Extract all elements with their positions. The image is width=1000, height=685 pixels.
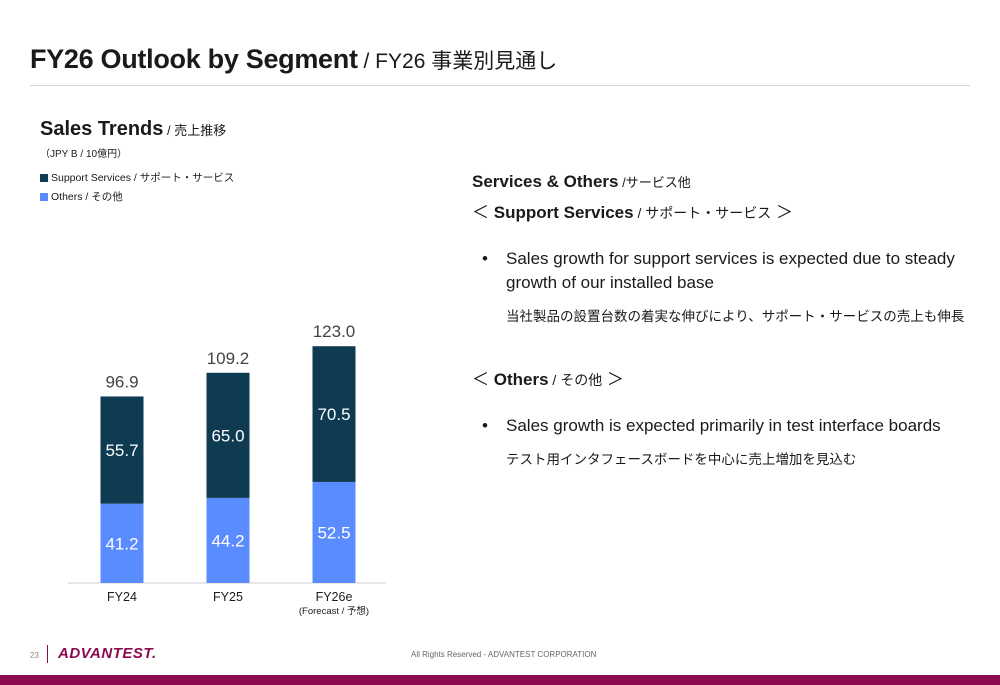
support-bullet-jp: 当社製品の設置台数の着実な伸びにより、サポート・サービスの売上も伸長 — [506, 309, 965, 324]
data-label-others-fy24: 41.2 — [105, 534, 138, 553]
others-heading: ＜ Others / その他 ＞ — [472, 365, 972, 390]
sales-trend-chart: 41.2 55.7 96.9 FY24 44.2 65.0 109.2 FY25 52.5 70.… — [68, 322, 386, 617]
x-tick-note-fy26e: (Forecast / 予想) — [299, 605, 369, 617]
others-title-en: Others — [493, 370, 549, 389]
others-bullet-jp: テスト用インタフェースボードを中心に売上増加を見込む — [506, 452, 857, 467]
legend-label-support: Support Services / サポート・サービス — [51, 172, 235, 184]
bullet-mark: • — [482, 249, 488, 268]
chart-legend: Support Services / サポート・サービス Others / その… — [40, 168, 234, 206]
bar-others-fy25 — [206, 497, 250, 583]
bar-others-fy24 — [100, 503, 144, 583]
services-heading: Services & Others /サービス他 — [472, 172, 972, 192]
legend-item-support: Support Services / サポート・サービス — [40, 168, 234, 187]
legend-item-others: Others / その他 — [40, 187, 234, 206]
total-label-fy26e: 123.0 — [313, 322, 356, 341]
page-title-jp: / FY26 事業別見通し — [357, 50, 558, 73]
x-tick-label-fy24: FY24 — [107, 590, 137, 604]
data-label-others-fy25: 44.2 — [211, 531, 244, 550]
support-services-title-jp: / サポート・サービス — [633, 205, 772, 221]
services-panel: Services & Others /サービス他 ＜ Support Servi… — [472, 172, 972, 468]
page-title: FY26 Outlook by Segment / FY26 事業別見通し — [30, 44, 557, 75]
data-label-others-fy26e: 52.5 — [317, 523, 350, 542]
bar-others-fy26e — [312, 481, 356, 583]
data-label-support-fy26e: 70.5 — [317, 405, 350, 424]
others-bullet-en: Sales growth is expected primarily in te… — [506, 416, 941, 435]
total-label-fy24: 96.9 — [105, 372, 138, 391]
legend-label-others: Others / その他 — [51, 191, 123, 203]
data-label-support-fy25: 65.0 — [211, 426, 244, 445]
bracket-close: ＞ — [602, 370, 624, 389]
page-title-en: FY26 Outlook by Segment — [30, 44, 358, 74]
services-heading-en: Services & Others — [472, 172, 619, 191]
x-tick-label-fy26e: FY26e — [316, 590, 353, 604]
support-services-heading: ＜ Support Services / サポート・サービス ＞ — [472, 198, 972, 223]
footer-divider — [47, 645, 48, 663]
copyright-text: All Rights Reserved - ADVANTEST CORPORAT… — [411, 650, 597, 659]
title-divider — [30, 85, 970, 86]
bar-support-fy24 — [100, 396, 144, 504]
advantest-logo: ADVANTEST. — [58, 645, 157, 662]
total-label-fy25: 109.2 — [207, 349, 250, 368]
chart-title-jp: / 売上推移 — [163, 123, 227, 138]
bracket-close: ＞ — [771, 203, 793, 222]
chart-title-en: Sales Trends — [40, 118, 164, 140]
bracket-open: ＜ — [472, 203, 494, 222]
bracket-open: ＜ — [472, 370, 494, 389]
bottom-brand-bar — [0, 675, 1000, 685]
others-title-jp: / その他 — [548, 372, 603, 388]
chart-title: Sales Trends / 売上推移 — [40, 118, 226, 141]
data-label-support-fy24: 55.7 — [105, 441, 138, 460]
bar-support-fy25 — [206, 372, 250, 498]
page-number: 23 — [30, 651, 39, 660]
support-services-title-en: Support Services — [493, 203, 634, 222]
others-bullet: • Sales growth is expected primarily in … — [482, 414, 972, 438]
support-bullet-en: Sales growth for support services is exp… — [506, 249, 955, 292]
legend-swatch-support — [40, 173, 48, 182]
services-heading-jp: /サービス他 — [618, 175, 691, 190]
legend-swatch-others — [40, 192, 48, 201]
support-bullet: • Sales growth for support services is e… — [482, 247, 972, 295]
chart-unit: （JPY B / 10億円） — [40, 149, 128, 160]
bullet-mark: • — [482, 416, 488, 435]
bar-support-fy26e — [312, 346, 356, 482]
x-tick-label-fy25: FY25 — [213, 590, 243, 604]
